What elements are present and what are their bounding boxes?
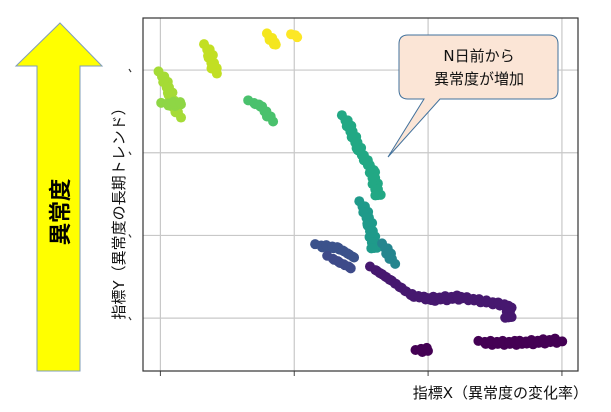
y-tick (128, 68, 132, 73)
arrow-up-icon (14, 22, 104, 372)
y-tick (128, 316, 132, 321)
y-tick (128, 151, 132, 156)
data-point (347, 251, 358, 262)
data-point (557, 336, 568, 347)
data-point (390, 258, 401, 269)
data-point (176, 112, 187, 123)
data-point (268, 116, 279, 127)
data-point (421, 342, 432, 353)
callout-line-2: 異常度が増加 (434, 70, 524, 88)
data-point (366, 243, 377, 254)
data-point (211, 68, 222, 79)
x-axis-label: 指標X（異常度の変化率） (413, 384, 588, 402)
data-point (343, 261, 354, 272)
data-point (500, 312, 511, 323)
data-point (268, 39, 279, 50)
plot-frame (142, 17, 579, 372)
callout-bubble (387, 34, 559, 158)
callout-line-1: N日前から (443, 47, 514, 65)
callout: N日前から 異常度が増加 (387, 34, 559, 158)
data-point (370, 190, 381, 201)
data-point (175, 97, 186, 108)
arrow-label: 異常度 (48, 178, 74, 245)
data-point (290, 30, 301, 41)
y-axis-label: 指標Y（異常度の長期トレンド） (110, 100, 128, 319)
y-tick (128, 234, 132, 238)
